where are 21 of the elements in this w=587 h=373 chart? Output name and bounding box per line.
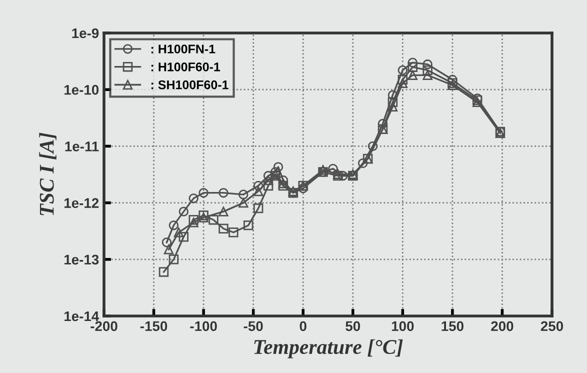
y-tick-label: 1e-9 <box>72 28 99 38</box>
x-tick-label: -50 <box>244 321 263 332</box>
x-tick-label: 50 <box>346 321 360 332</box>
x-tick-label: 150 <box>442 321 464 332</box>
y-tick-label: 1e-14 <box>64 311 100 322</box>
y-tick-label: 1e-13 <box>64 254 99 265</box>
x-tick-label: -200 <box>90 321 118 332</box>
y-axis-title: TSC I [A] <box>39 132 56 216</box>
legend-label: : H100FN-1 <box>151 44 216 54</box>
x-tick-label: -100 <box>190 321 217 332</box>
x-tick-label: 0 <box>300 321 306 332</box>
x-tick-label: 100 <box>392 321 414 332</box>
y-tick-label: 1e-10 <box>64 84 99 95</box>
legend-label: : SH100F60-1 <box>151 80 228 90</box>
y-tick-label: 1e-12 <box>64 198 99 208</box>
x-tick-label: 200 <box>491 321 514 332</box>
legend-label: : H100F60-1 <box>151 62 220 72</box>
y-tick-label: 1e-11 <box>65 142 99 152</box>
x-tick-label: 250 <box>540 321 564 332</box>
x-tick-label: -150 <box>140 321 168 332</box>
x-axis-title: Temperature [°C] <box>254 339 403 358</box>
